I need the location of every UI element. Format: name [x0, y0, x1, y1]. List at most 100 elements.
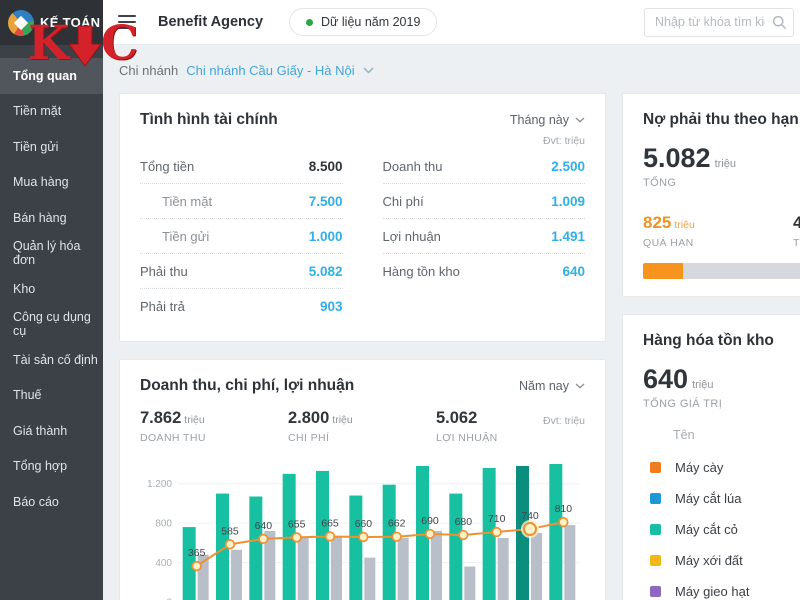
sidebar-item-tien-gui[interactable]: Tiền gửi — [0, 129, 103, 165]
sidebar-item-cong-cu-dung-cu[interactable]: Công cụ dụng cụ — [0, 307, 103, 343]
revenue-bar-month-8[interactable] — [416, 465, 429, 600]
profit-value-label: 640 — [255, 520, 273, 532]
branch-selector[interactable]: Chi nhánh Cầu Giấy - Hà Nội — [186, 63, 355, 78]
cost-bar-month-3[interactable] — [264, 531, 276, 600]
finance-row-value: 903 — [319, 299, 343, 314]
main-content: Chi nhánh Chi nhánh Cầu Giấy - Hà Nội Tì… — [103, 45, 800, 600]
profit-value-label: 710 — [488, 513, 506, 525]
profit-value-label: 660 — [355, 518, 373, 530]
debt-card-title: Nợ phải thu theo hạn nợ — [643, 111, 800, 128]
profit-marker-month-8[interactable] — [424, 528, 436, 540]
cost-bar-month-1[interactable] — [197, 554, 209, 600]
profit-marker-month-9[interactable] — [458, 529, 469, 541]
finance-row-value: 7.500 — [308, 193, 343, 209]
color-square-icon — [650, 493, 661, 504]
chevron-down-icon — [575, 117, 585, 123]
cost-bar-month-8[interactable] — [431, 531, 442, 600]
profit-value-label: 655 — [288, 518, 306, 530]
revenue-bar-month-1[interactable] — [182, 527, 196, 600]
finance-period-selector[interactable]: Tháng này — [510, 113, 585, 127]
data-year-label: Dữ liệu năm 2019 — [321, 15, 421, 29]
profit-marker-month-2[interactable] — [224, 539, 236, 550]
finance-row-phai-thu: Phải thu 5.082 — [140, 254, 343, 289]
profit-line — [196, 521, 564, 567]
sidebar: KẾ TOÁN Tổng quan Tiền mặt Tiền gửi Mua hàn… — [0, 0, 103, 600]
revenue-bar-month-3[interactable] — [249, 496, 263, 600]
breadcrumb: Chi nhánh Chi nhánh Cầu Giấy - Hà Nội — [103, 45, 800, 93]
revenue-bar-month-6[interactable] — [349, 495, 363, 600]
sidebar-item-label: Tổng hợp — [13, 459, 68, 474]
revenue-bar-month-2[interactable] — [216, 493, 229, 600]
cost-bar-month-6[interactable] — [364, 557, 376, 600]
logo-text: KẾ TOÁN — [40, 15, 101, 30]
inventory-item-may-cat-lua: Máy cắt lúa — [643, 483, 800, 514]
profit-marker-month-11[interactable] — [523, 522, 537, 537]
profit-marker-month-3[interactable] — [258, 533, 269, 545]
revenue-chart-card: Doanh thu, chi phí, lợi nhuận Năm nay Đv… — [119, 359, 606, 600]
inventory-item-may-cat-co: Máy cắt cỏ — [643, 514, 800, 545]
cost-bar-month-2[interactable] — [231, 549, 242, 600]
sidebar-item-tien-mat[interactable]: Tiền mặt — [0, 94, 103, 130]
finance-row-value: 1.000 — [308, 228, 343, 244]
color-square-icon — [650, 555, 661, 566]
search-input[interactable] — [644, 7, 794, 37]
revenue-bar-month-12[interactable] — [549, 464, 563, 600]
profit-marker-month-7[interactable] — [391, 531, 402, 542]
sidebar-item-label: Công cụ dụng cụ — [13, 310, 91, 339]
inventory-list-header: Tên — [673, 428, 695, 442]
chart-period-selector[interactable]: Năm nay — [519, 379, 585, 393]
profit-marker-month-6[interactable] — [358, 531, 369, 543]
sidebar-item-thue[interactable]: Thuế — [0, 378, 103, 414]
revenue-bar-month-9[interactable] — [449, 493, 463, 600]
finance-row-label: Tổng tiền — [140, 158, 195, 174]
cost-bar-month-10[interactable] — [497, 537, 509, 600]
revenue-bar-month-7[interactable] — [382, 484, 396, 600]
profit-marker-month-1[interactable] — [191, 560, 202, 572]
finance-row-label: Phải thu — [140, 263, 188, 279]
cost-bar-month-4[interactable] — [297, 537, 309, 600]
cost-bar-month-12[interactable] — [564, 525, 576, 600]
cost-bar-month-7[interactable] — [397, 537, 409, 600]
finance-row-loi-nhuan: Lợi nhuận 1.491 — [382, 219, 585, 254]
cost-bar-month-11[interactable] — [531, 533, 542, 600]
finance-row-label: Doanh thu — [382, 158, 443, 174]
sidebar-menu: Tổng quan Tiền mặt Tiền gửi Mua hàng Bán hàn… — [0, 58, 103, 520]
hamburger-menu-icon[interactable] — [118, 15, 136, 29]
chart-stats-row: Đvt: triệu 7.862 triệu DOANH THU 2.800 triệu… — [140, 409, 585, 444]
cost-bar-month-9[interactable] — [464, 566, 476, 600]
sidebar-item-quan-ly-hoa-don[interactable]: Quản lý hóa đơn — [0, 236, 103, 272]
sidebar-item-label: Tài sản cố định — [13, 352, 98, 367]
sidebar-item-label: Mua hàng — [13, 175, 69, 190]
profit-value-label: 810 — [555, 503, 573, 515]
revenue-chart-svg: 0 400 800 1.200 365 585 640 655 665 660 662 690 680 7… — [147, 464, 580, 600]
profit-marker-month-4[interactable] — [291, 532, 302, 543]
sidebar-item-tai-san-co-dinh[interactable]: Tài sản cố định — [0, 342, 103, 378]
y-axis-tick-label: 400 — [155, 558, 172, 569]
sidebar-item-label: Bán hàng — [13, 210, 67, 225]
cost-bar-month-5[interactable] — [331, 536, 342, 600]
sidebar-item-tong-hop[interactable]: Tổng hợp — [0, 449, 103, 485]
sidebar-item-label: Tiền mặt — [13, 104, 62, 119]
profit-marker-month-12[interactable] — [558, 517, 569, 528]
profit-marker-month-5[interactable] — [324, 531, 336, 542]
overdue-stat: 825 triệu QUÁ HẠN — [643, 213, 695, 249]
inventory-total-value: 640 triệu — [643, 364, 714, 394]
chart-unit-note: Đvt: triệu — [542, 415, 585, 427]
sidebar-item-kho[interactable]: Kho — [0, 271, 103, 307]
sidebar-item-bao-cao[interactable]: Báo cáo — [0, 484, 103, 520]
search-icon[interactable] — [772, 15, 787, 30]
finance-right-column: Doanh thu 2.500 Chi phí 1.009 Lợi nhuận 1.491… — [382, 149, 585, 324]
sidebar-item-mua-hang[interactable]: Mua hàng — [0, 165, 103, 201]
profit-value-label: 740 — [521, 510, 539, 522]
sidebar-item-gia-thanh[interactable]: Giá thành — [0, 413, 103, 449]
sidebar-item-ban-hang[interactable]: Bán hàng — [0, 200, 103, 236]
sidebar-item-label: Báo cáo — [13, 494, 59, 509]
sidebar-item-tong-quan[interactable]: Tổng quan — [0, 58, 103, 94]
profit-marker-month-10[interactable] — [491, 526, 502, 538]
data-year-pill[interactable]: Dữ liệu năm 2019 — [289, 8, 438, 36]
revenue-bar-month-5[interactable] — [316, 470, 329, 600]
finance-row-value: 1.009 — [551, 193, 585, 209]
chevron-down-icon[interactable] — [363, 67, 374, 74]
revenue-bar-month-10[interactable] — [482, 467, 496, 600]
finance-row-label: Tiền mặt — [162, 193, 213, 209]
